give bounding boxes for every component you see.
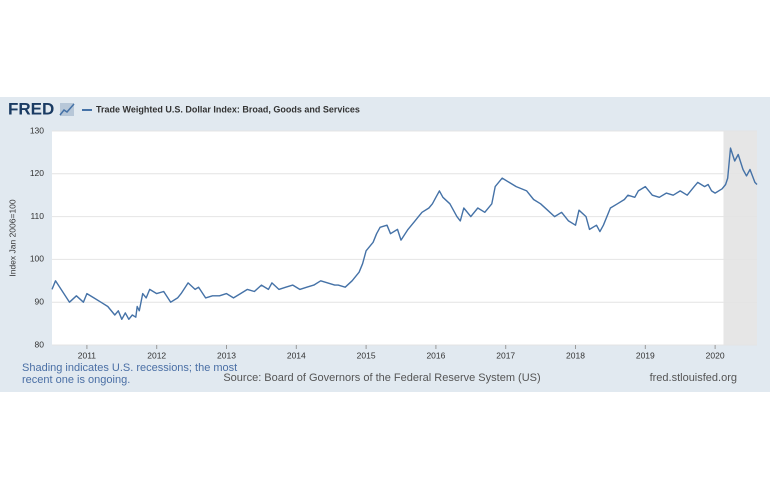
x-tick-label: 2012 — [147, 350, 166, 360]
y-tick-label: 80 — [35, 339, 45, 349]
series-line — [51, 147, 758, 320]
plot-area — [52, 131, 757, 345]
logo: FRED — [8, 99, 54, 118]
x-tick-label: 2019 — [636, 350, 655, 360]
y-tick-label: 110 — [30, 211, 44, 221]
y-tick-label: 90 — [35, 296, 45, 306]
legend-label: Trade Weighted U.S. Dollar Index: Broad,… — [96, 104, 360, 114]
x-tick-label: 2011 — [78, 350, 97, 360]
x-tick-label: 2015 — [357, 350, 376, 360]
y-tick-label: 100 — [30, 254, 44, 264]
x-tick-label: 2016 — [426, 350, 445, 360]
x-tick-label: 2018 — [566, 350, 585, 360]
y-tick-label: 120 — [30, 168, 44, 178]
x-tick-label: 2020 — [706, 350, 725, 360]
site-link: fred.stlouisfed.org — [650, 372, 737, 384]
logo-icon — [59, 103, 75, 116]
x-tick-label: 2013 — [217, 350, 236, 360]
footnote: Shading indicates U.S. recessions; the m… — [22, 362, 238, 386]
x-tick-label: 2017 — [496, 350, 515, 360]
y-axis-title: Index Jan 2006=100 — [7, 199, 17, 277]
source: Source: Board of Governors of the Federa… — [223, 372, 540, 384]
y-tick-label: 130 — [30, 125, 44, 135]
x-tick-label: 2014 — [287, 350, 306, 360]
